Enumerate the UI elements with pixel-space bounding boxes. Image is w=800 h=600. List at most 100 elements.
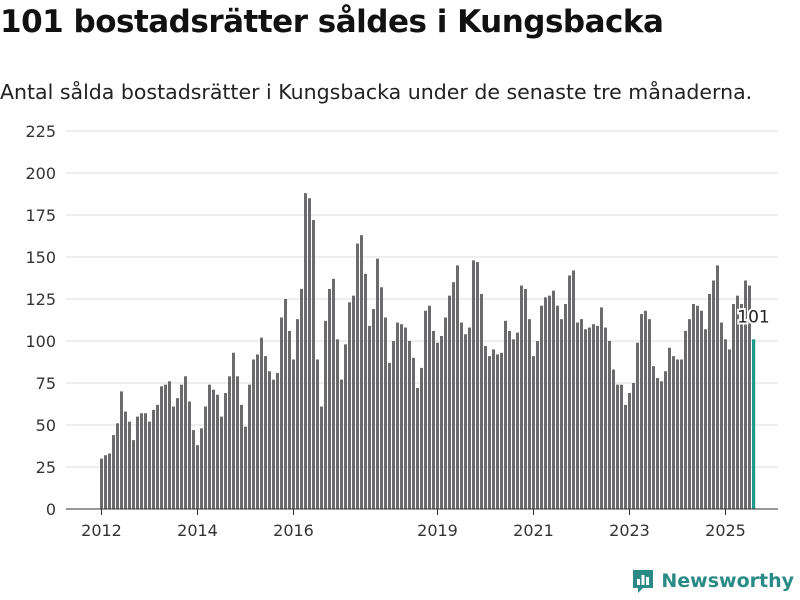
bar (216, 394, 219, 509)
y-tick-label: 125 (25, 290, 56, 309)
bar (308, 198, 311, 509)
chart-title: 101 bostadsrätter såldes i Kungsbacka (0, 4, 664, 40)
bar (396, 322, 399, 509)
bar (748, 285, 751, 509)
bar (632, 383, 635, 509)
x-tick-label: 2023 (609, 521, 650, 540)
y-tick-label: 50 (36, 416, 56, 435)
bar (208, 384, 211, 509)
bar (408, 341, 411, 509)
bar (356, 243, 359, 509)
bar (644, 310, 647, 509)
bar (188, 401, 191, 509)
bar (464, 334, 467, 509)
bar (696, 305, 699, 509)
bar (524, 288, 527, 509)
bar (432, 330, 435, 509)
bar (204, 406, 207, 509)
x-tick-label: 2016 (273, 521, 314, 540)
bar (624, 404, 627, 509)
bar (492, 349, 495, 509)
bar (652, 366, 655, 509)
bar (720, 322, 723, 509)
bar (212, 389, 215, 509)
bar (120, 391, 123, 509)
bar (172, 406, 175, 509)
bar (716, 265, 719, 509)
bar (560, 319, 563, 509)
bar (152, 409, 155, 509)
bar (140, 413, 143, 509)
bar (724, 339, 727, 509)
bar (648, 319, 651, 509)
bar (192, 430, 195, 509)
bar (584, 329, 587, 509)
bar (148, 421, 151, 509)
bar (420, 367, 423, 509)
bar (700, 310, 703, 509)
bar (440, 335, 443, 509)
bar (372, 309, 375, 509)
bar (640, 314, 643, 509)
bar (484, 346, 487, 509)
y-tick-label: 225 (25, 122, 56, 141)
bar (620, 384, 623, 509)
bar (220, 416, 223, 509)
bar (544, 297, 547, 509)
bar (512, 339, 515, 509)
bar (416, 388, 419, 509)
bar (116, 423, 119, 509)
bar (740, 304, 743, 509)
bar (124, 411, 127, 509)
bar (244, 426, 247, 509)
bar (660, 381, 663, 509)
bar (656, 377, 659, 509)
bar (636, 342, 639, 509)
x-tick-label: 2019 (417, 521, 458, 540)
brand-name: Newsworthy (661, 570, 794, 592)
bar (568, 275, 571, 509)
bar (612, 369, 615, 509)
bar (508, 330, 511, 509)
bar (156, 404, 159, 509)
bar (348, 302, 351, 509)
bar (144, 413, 147, 509)
bar (552, 290, 555, 509)
bar (352, 295, 355, 509)
bar (376, 258, 379, 509)
bar (196, 445, 199, 509)
bar (272, 379, 275, 509)
bar (480, 293, 483, 509)
bar (596, 325, 599, 509)
bar (160, 386, 163, 509)
bar (488, 356, 491, 509)
bar (168, 381, 171, 509)
bar (504, 320, 507, 509)
bar (296, 319, 299, 509)
bar (364, 273, 367, 509)
bar (136, 416, 139, 509)
bar (592, 324, 595, 509)
bar (528, 319, 531, 509)
bar (276, 372, 279, 509)
bar (424, 310, 427, 509)
bar (260, 337, 263, 509)
bar (704, 329, 707, 509)
y-tick-label: 200 (25, 164, 56, 183)
bar (476, 262, 479, 509)
bar (708, 293, 711, 509)
bar (520, 285, 523, 509)
bar (316, 359, 319, 509)
bar (248, 384, 251, 509)
bar (448, 295, 451, 509)
bar (380, 287, 383, 509)
x-tick-label: 2021 (513, 521, 554, 540)
y-tick-label: 100 (25, 332, 56, 351)
x-tick-label: 2025 (705, 521, 746, 540)
bar (328, 288, 331, 509)
bar (288, 330, 291, 509)
bar (688, 319, 691, 509)
bar (732, 304, 735, 509)
bar (444, 317, 447, 509)
bar (548, 295, 551, 509)
